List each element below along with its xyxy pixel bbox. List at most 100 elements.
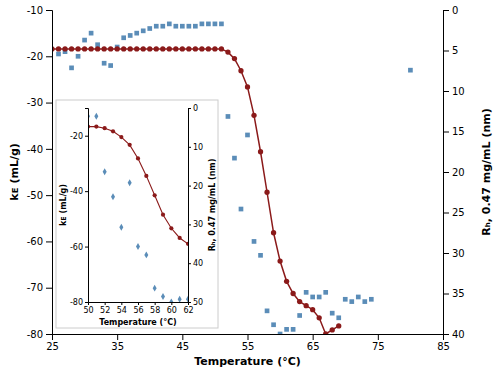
y-axis-tick: -80 [27,329,52,340]
data-point [323,331,328,334]
y-axis-tick-mark [46,334,52,335]
data-point [251,113,256,118]
data-point [111,129,115,133]
x-axis-tick-mark [182,334,183,340]
data-point [213,22,218,27]
data-point [187,24,192,29]
y-axis-tick-mark [46,103,52,104]
x-axis: 25354555657585 [46,334,450,352]
y-axis-tick-mark [46,195,52,196]
y-axis-tick: -20 [70,132,88,141]
y2-axis-tick-mark [443,91,449,92]
data-point [62,46,67,51]
data-point [258,253,263,258]
y2-axis: 50403020100 [188,104,203,307]
data-point [212,46,217,51]
x-axis-tick-label: 50 [83,306,93,315]
y2-axis-tick-mark [188,224,191,225]
data-point [102,61,107,66]
data-point [199,46,204,51]
data-point [101,46,106,51]
x-axis-tick-label: 35 [111,341,124,352]
data-point [180,46,185,51]
x-axis-tick: 35 [111,334,124,352]
x-axis-tick: 52 [100,302,110,315]
data-point [304,303,309,308]
y2-axis-tick: 15 [443,126,465,137]
y2-axis-tick-label: 0 [193,104,198,113]
y-axis-tick: -20 [27,51,52,62]
y2-axis-tick: 0 [443,5,458,16]
data-point [310,295,315,300]
y-axis-tick-mark [85,247,88,248]
data-point [206,22,211,27]
x-axis-tick-label: 58 [150,306,160,315]
data-point [178,236,182,240]
data-point [206,46,211,51]
y-axis-tick-mark [46,288,52,289]
y2-axis-tick-label: 25 [452,207,465,218]
data-point [147,46,152,51]
data-point [265,309,270,314]
x-axis-tick: 58 [150,302,160,315]
data-point [349,299,354,304]
y-axis-tick-mark [46,149,52,150]
x-axis-title: Temperature (°C) [194,355,301,368]
y2-axis-tick-mark [443,294,449,295]
y2-axis-tick-label: 40 [193,259,203,268]
x-axis-tick-label: 25 [46,341,59,352]
data-point [136,156,140,160]
y2-axis-tick: 5 [443,45,458,56]
series-line [88,127,188,244]
y2-axis-tick: 35 [443,288,465,299]
x-axis-tick: 50 [83,302,93,315]
y-axis-tick-label: -40 [70,187,83,196]
data-point [121,35,126,40]
x-axis-tick-label: 56 [133,306,143,315]
data-point [154,24,159,29]
plot-area [88,113,188,302]
data-point [56,46,61,51]
y-axis-title: kᴇ (mL/g) [59,184,68,226]
x-axis-tick: 54 [117,302,127,315]
data-point [291,327,296,332]
data-point [239,207,244,212]
plot-area [52,22,413,334]
data-point [232,56,237,61]
x-axis-tick-label: 45 [176,341,189,352]
data-point [317,315,322,320]
main-chart: 25354555657585-80-70-60-50-40-30-20-1040… [8,5,493,368]
y2-axis-tick: 20 [443,167,465,178]
x-axis-tick-mark [105,302,106,305]
y-axis-tick-label: -80 [70,298,83,307]
y2-axis-line [189,109,192,303]
y2-axis: 4035302520151050 [443,5,465,340]
data-point [180,24,185,29]
x-axis-tick-label: 65 [307,341,320,352]
data-point [186,296,188,302]
data-point [408,68,413,73]
x-axis-tick-label: 54 [117,306,127,315]
data-point [178,296,182,302]
y-axis-line [85,109,89,303]
y2-axis-title: Rₕ, 0.47 mg/mL (nm) [480,108,493,235]
data-point [82,46,87,51]
data-point [76,54,81,59]
data-point [103,168,107,175]
y2-axis-line [444,11,450,335]
y2-axis-tick-mark [443,172,449,173]
y-axis-tick: -50 [27,190,52,201]
data-point [284,327,289,332]
x-axis-tick-mark [378,334,379,340]
x-axis-tick: 45 [176,334,189,352]
data-point [186,242,188,246]
x-axis-tick-mark [138,302,139,305]
data-point [226,114,231,119]
x-axis-tick: 65 [307,334,320,352]
y-axis-tick: -40 [27,144,52,155]
chart-svg: 25354555657585-80-70-60-50-40-30-20-1040… [0,0,501,372]
y-axis-tick: -60 [70,243,88,252]
data-point [141,46,146,51]
y-axis: -80-70-60-50-40-30-20-10 [27,5,53,340]
y2-axis-tick-mark [443,253,449,254]
